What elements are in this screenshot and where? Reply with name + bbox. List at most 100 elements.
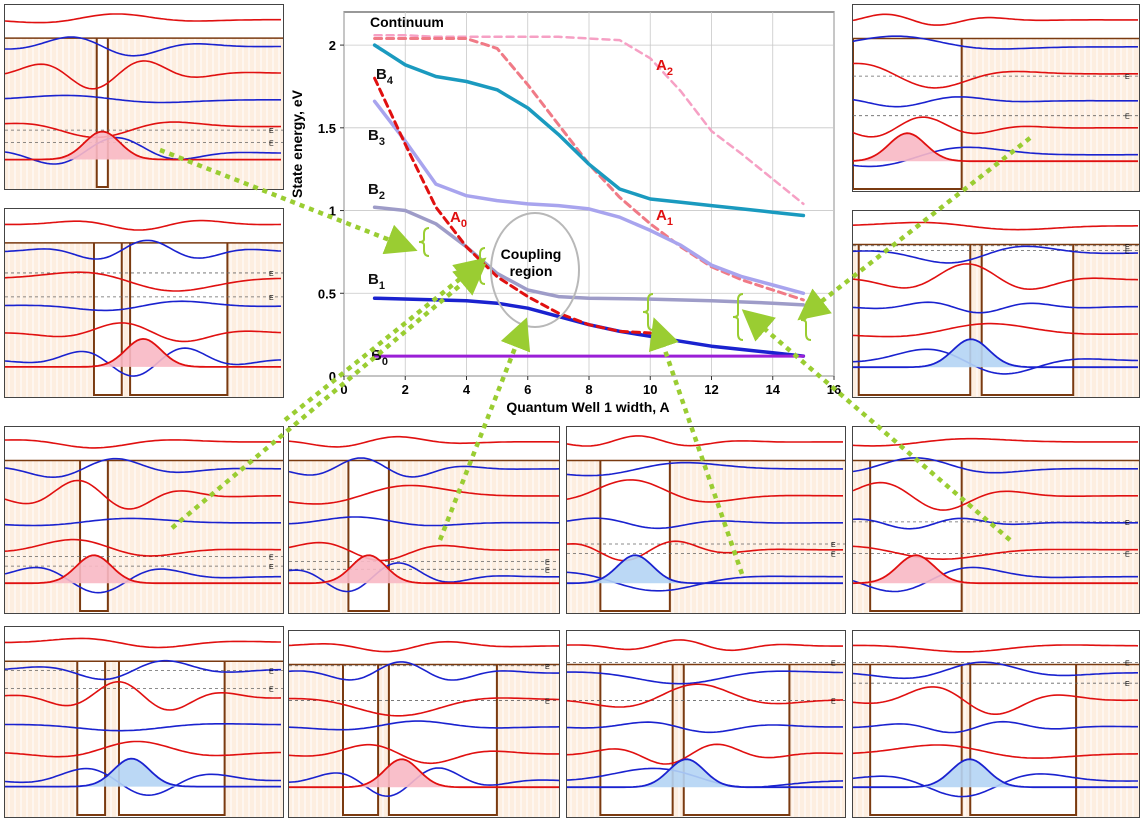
inset-plot-6: EE <box>289 435 559 613</box>
well-edge <box>76 661 107 816</box>
wavefunction-line <box>5 680 282 711</box>
quantum-well <box>130 242 228 397</box>
wavefunction-line <box>289 640 559 653</box>
level-label: E <box>831 542 836 549</box>
level-label: E <box>1125 520 1130 527</box>
wavefunction-line <box>853 437 1138 447</box>
wavefunction-line <box>289 435 559 448</box>
series-line-a0 <box>373 76 652 335</box>
inset-plot-11: EE <box>567 639 845 817</box>
wavefunction-line <box>567 670 843 685</box>
series-line-a2 <box>373 33 805 206</box>
level-label: E <box>269 271 274 278</box>
y-tick-label: 0.5 <box>318 286 336 301</box>
quantum-well <box>388 664 497 817</box>
y-tick-label: 2 <box>329 38 336 53</box>
level-label: E <box>1125 661 1130 668</box>
level-label: E <box>1125 551 1130 558</box>
quantum-well <box>77 661 106 817</box>
ground-state-line <box>289 554 559 585</box>
quantum-well <box>118 661 225 817</box>
ground-state-fill <box>5 758 283 787</box>
chart-grid <box>343 11 835 377</box>
wavefunction-line <box>853 720 1138 734</box>
ground-state-line <box>5 757 281 788</box>
wavefunction-line <box>5 219 282 231</box>
barrier-region <box>5 460 283 613</box>
wavefunction-line <box>853 566 1138 593</box>
level-label: E <box>831 551 836 558</box>
level-label: E <box>831 661 836 668</box>
wavefunction-line <box>5 740 281 758</box>
wavefunction-line <box>853 661 1138 680</box>
well-edge <box>969 664 1078 816</box>
well-edge <box>342 664 380 816</box>
ground-state-line <box>853 554 1138 585</box>
inset-plot-1: EE <box>5 13 283 189</box>
wavefunction-line <box>853 35 1138 50</box>
wavefunction-line <box>5 121 282 139</box>
ground-state-fill <box>289 759 559 788</box>
ground-state-fill <box>5 338 283 367</box>
level-label: E <box>269 141 274 148</box>
wavefunction-line <box>289 697 559 717</box>
level-label: E <box>1125 681 1130 688</box>
wavefunction-line <box>567 639 843 652</box>
level-label: E <box>545 559 550 566</box>
ground-state-fill <box>853 759 1139 788</box>
wavefunction-line <box>5 60 281 90</box>
level-label: E <box>269 128 274 135</box>
well-edge <box>682 664 791 816</box>
well-edge <box>117 661 226 816</box>
wavefunction-line <box>5 36 281 57</box>
inset-plot-2: EE <box>5 219 283 397</box>
inset-plot-4: EE <box>853 221 1139 397</box>
x-tick-label: 4 <box>463 382 471 397</box>
ground-state-line <box>5 554 281 585</box>
continuum-label: Continuum <box>370 14 444 30</box>
quantum-well <box>600 664 673 817</box>
level-label: E <box>545 664 550 671</box>
coupling-region-ellipse <box>490 212 580 328</box>
wavefunction-line <box>853 744 1139 759</box>
wavefunction-line <box>853 96 1138 108</box>
wavefunction-line <box>289 767 559 798</box>
series-line-b4 <box>372 43 806 218</box>
ground-state-fill <box>5 131 283 160</box>
coupling-label-line2: region <box>510 263 553 279</box>
wavefunction-line <box>5 723 281 732</box>
inset-plot-8: EE <box>853 437 1139 613</box>
quantum-well <box>343 664 379 817</box>
wavefunction-line <box>5 439 281 449</box>
ground-state-line <box>853 758 1138 789</box>
ground-state-line <box>289 758 559 789</box>
level-label: E <box>269 564 274 571</box>
wavefunction-line <box>567 683 844 708</box>
wavefunction-line <box>853 116 1138 138</box>
x-tick-label: 12 <box>704 382 718 397</box>
wavefunction-line <box>289 541 559 562</box>
quantum-well <box>853 38 962 191</box>
well-edge <box>79 460 109 612</box>
y-axis-title: State energy, eV <box>289 89 305 198</box>
level-label: E <box>1125 249 1130 256</box>
inset-plot-12: EE <box>853 644 1139 817</box>
wavefunction-line <box>853 62 1138 89</box>
y-tick-label: 0 <box>329 369 336 384</box>
ground-state-line <box>567 758 843 789</box>
well-edge <box>869 664 963 816</box>
well-edge <box>95 38 109 188</box>
level-label: E <box>545 567 550 574</box>
wavefunction-line <box>289 720 559 731</box>
well-edge <box>387 664 498 816</box>
quantum-well <box>96 38 108 189</box>
